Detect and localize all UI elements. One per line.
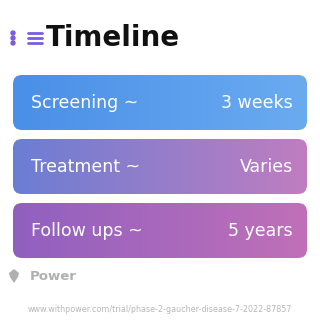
- Text: Power: Power: [30, 269, 77, 283]
- Text: Treatment ~: Treatment ~: [31, 158, 140, 176]
- Circle shape: [11, 36, 15, 40]
- Polygon shape: [9, 269, 19, 283]
- Text: 5 years: 5 years: [228, 221, 293, 239]
- Text: Follow ups ~: Follow ups ~: [31, 221, 143, 239]
- Text: Varies: Varies: [240, 158, 293, 176]
- Text: Timeline: Timeline: [46, 24, 180, 52]
- Circle shape: [11, 31, 15, 35]
- Text: www.withpower.com/trial/phase-2-gaucher-disease-7-2022-87857: www.withpower.com/trial/phase-2-gaucher-…: [28, 305, 292, 315]
- Text: Screening ~: Screening ~: [31, 94, 138, 112]
- Text: 3 weeks: 3 weeks: [221, 94, 293, 112]
- Circle shape: [11, 41, 15, 45]
